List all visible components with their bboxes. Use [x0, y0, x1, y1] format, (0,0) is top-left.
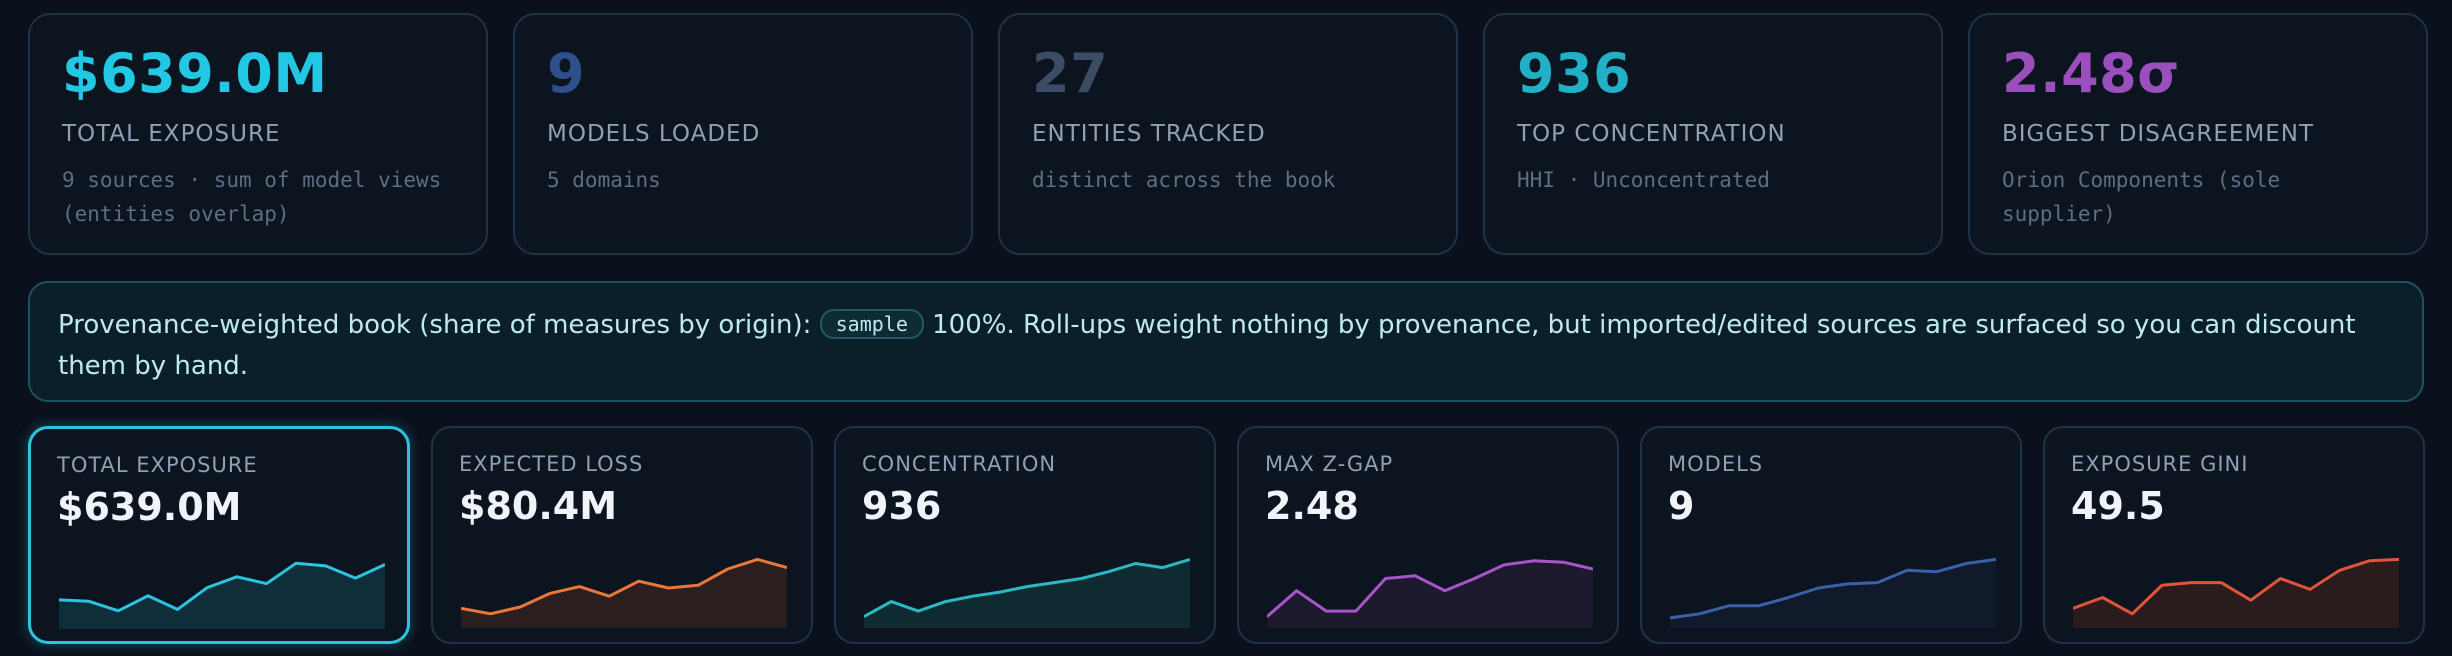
metric-value: $639.0M [57, 485, 242, 529]
kpi-value: 2.48σ [2002, 42, 2180, 105]
kpi-label: TOTAL EXPOSURE [62, 121, 281, 147]
sparkline-area [2073, 559, 2399, 628]
sparkline-line [2073, 557, 2399, 616]
kpi-subtext: distinct across the book [1032, 168, 1336, 192]
kpi-subtext: Orion Components (sole supplier) [2002, 168, 2281, 226]
metric-value: 49.5 [2071, 484, 2165, 528]
kpi-value: 9 [547, 42, 586, 105]
sparkline-line [59, 561, 385, 613]
sparkline-area [1670, 559, 1996, 628]
kpi-subtext: HHI · Unconcentrated [1517, 168, 1770, 192]
kpi-card-top-concentration: 936 TOP CONCENTRATION HHI · Unconcentrat… [1483, 13, 1943, 255]
kpi-label: MODELS LOADED [547, 121, 761, 147]
kpi-card-total-exposure: $639.0M TOTAL EXPOSURE 9 sources · sum o… [28, 13, 488, 255]
sparkline-line [1267, 559, 1593, 618]
sparkline-line [461, 557, 787, 616]
kpi-label: TOP CONCENTRATION [1517, 121, 1786, 147]
sparkline-line [864, 557, 1190, 618]
kpi-card-models-loaded: 9 MODELS LOADED 5 domains [513, 13, 973, 255]
metric-card-total-exposure[interactable]: TOTAL EXPOSURE $639.0M [28, 426, 410, 644]
metric-label: MAX Z-GAP [1265, 452, 1394, 476]
banner-suffix: 100%. Roll-ups weight nothing by provena… [58, 310, 2356, 381]
kpi-row: $639.0M TOTAL EXPOSURE 9 sources · sum o… [28, 13, 2428, 255]
sparkline [1670, 557, 1996, 628]
kpi-value: $639.0M [62, 42, 328, 105]
metric-value: 936 [862, 484, 942, 528]
metric-card-max-z-gap[interactable]: MAX Z-GAP 2.48 [1237, 426, 1619, 644]
kpi-value: 936 [1517, 42, 1632, 105]
kpi-subtext: 5 domains [547, 168, 661, 192]
sparkline [59, 561, 385, 629]
metric-cards-row: TOTAL EXPOSURE $639.0M EXPECTED LOSS $80… [28, 426, 2425, 644]
sparkline [1267, 559, 1593, 628]
sparkline [2073, 557, 2399, 628]
sparkline [864, 557, 1190, 628]
sparkline-area [864, 559, 1190, 628]
kpi-label: ENTITIES TRACKED [1032, 121, 1266, 147]
kpi-subtext: 9 sources · sum of model views (entities… [62, 168, 442, 226]
metric-value: 9 [1668, 484, 1695, 528]
metric-card-models[interactable]: MODELS 9 [1640, 426, 2022, 644]
metric-label: MODELS [1668, 452, 1764, 476]
metric-value: $80.4M [459, 484, 618, 528]
metric-label: TOTAL EXPOSURE [57, 453, 258, 477]
sparkline-area [461, 559, 787, 628]
sparkline-area [1267, 560, 1593, 628]
kpi-card-biggest-disagreement: 2.48σ BIGGEST DISAGREEMENT Orion Compone… [1968, 13, 2428, 255]
provenance-banner: Provenance-weighted book (share of measu… [28, 281, 2424, 402]
metric-label: CONCENTRATION [862, 452, 1057, 476]
kpi-value: 27 [1032, 42, 1109, 105]
banner-prefix: Provenance-weighted book (share of measu… [58, 310, 812, 340]
sparkline [461, 557, 787, 628]
metric-value: 2.48 [1265, 484, 1359, 528]
kpi-label: BIGGEST DISAGREEMENT [2002, 121, 2315, 147]
metric-card-concentration[interactable]: CONCENTRATION 936 [834, 426, 1216, 644]
kpi-card-entities-tracked: 27 ENTITIES TRACKED distinct across the … [998, 13, 1458, 255]
metric-label: EXPECTED LOSS [459, 452, 644, 476]
sparkline-area [59, 563, 385, 629]
metric-card-expected-loss[interactable]: EXPECTED LOSS $80.4M [431, 426, 813, 644]
provenance-chip[interactable]: sample [819, 309, 924, 339]
sparkline-line [1670, 557, 1996, 620]
metric-label: EXPOSURE GINI [2071, 452, 2249, 476]
metric-card-exposure-gini[interactable]: EXPOSURE GINI 49.5 [2043, 426, 2425, 644]
